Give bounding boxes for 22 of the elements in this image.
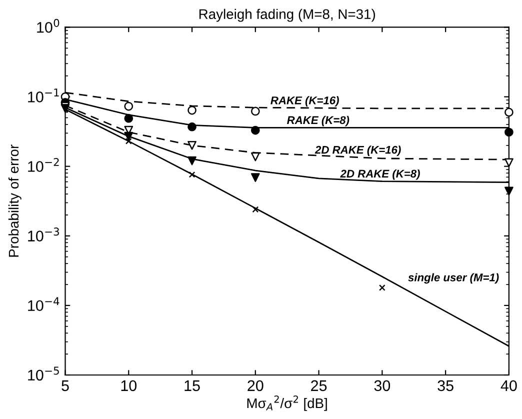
- x-tick-label: 15: [184, 380, 200, 392]
- x-tick-label: 5: [62, 380, 69, 392]
- x-tick-label: 35: [438, 380, 454, 392]
- chart-title: Rayleigh fading (M=8, N=31): [199, 8, 376, 22]
- y-axis-title: Probability of error: [8, 144, 22, 257]
- y-tick-label: 10$^{−2}$: [28, 158, 59, 172]
- legend-label: single user (M=1): [408, 273, 499, 284]
- series-label: RAKE (K=8): [287, 116, 350, 126]
- series-label: 2D RAKE (K=16): [314, 146, 401, 156]
- x-tick-label: 25: [311, 380, 327, 392]
- y-tick-label: 10$^{−4}$: [28, 297, 60, 312]
- y-tick-label: 10$^{−3}$: [28, 228, 59, 242]
- x-tick-label: 40: [500, 380, 517, 392]
- x-tick-label: 30: [374, 380, 390, 392]
- x-axis-title: Mσ$_{A}$$^{2}$/σ$^{2}$ [dB]: [247, 395, 327, 411]
- y-tick-label: 10$^{0}$: [37, 18, 60, 33]
- series-label: RAKE (K=16): [270, 96, 339, 107]
- y-tick-label: 10$^{−1}$: [28, 88, 59, 102]
- x-tick-label: 10: [121, 380, 137, 392]
- y-tick-label: 10$^{−5}$: [28, 366, 59, 381]
- series-label: 2D RAKE (K=8): [340, 169, 420, 180]
- x-tick-label: 20: [248, 380, 264, 392]
